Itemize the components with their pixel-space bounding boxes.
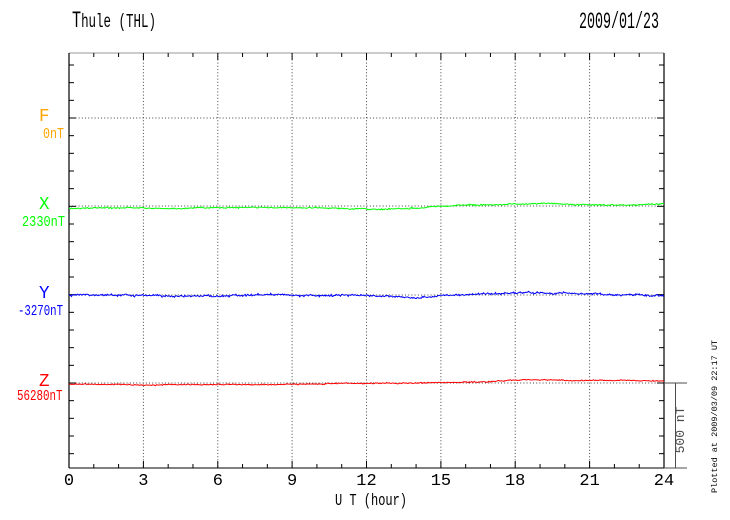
svg-text:-3270nT: -3270nT — [18, 303, 63, 320]
svg-text:3: 3 — [138, 472, 148, 491]
svg-text:2330nT: 2330nT — [22, 214, 65, 231]
svg-text:6: 6 — [213, 472, 223, 491]
svg-text:500 nT: 500 nT — [673, 406, 688, 453]
svg-text:F: F — [39, 107, 50, 127]
svg-text:56280nT: 56280nT — [17, 388, 63, 405]
svg-text:9: 9 — [287, 472, 297, 491]
svg-text:2009/01/23: 2009/01/23 — [579, 9, 659, 35]
svg-text:Thule (THL): Thule (THL) — [72, 8, 156, 34]
svg-text:U T (hour): U T (hour) — [335, 492, 407, 511]
svg-text:12: 12 — [356, 472, 376, 491]
svg-text:18: 18 — [505, 472, 525, 491]
svg-text:0: 0 — [64, 472, 74, 491]
svg-text:Plotted at 2009/03/09 22:17 UT: Plotted at 2009/03/09 22:17 UT — [710, 340, 720, 493]
svg-text:Y: Y — [39, 284, 50, 304]
svg-text:21: 21 — [579, 472, 599, 491]
svg-text:X: X — [39, 195, 50, 215]
svg-text:15: 15 — [431, 472, 451, 491]
svg-text:0nT: 0nT — [43, 126, 64, 143]
svg-text:24: 24 — [654, 472, 674, 491]
